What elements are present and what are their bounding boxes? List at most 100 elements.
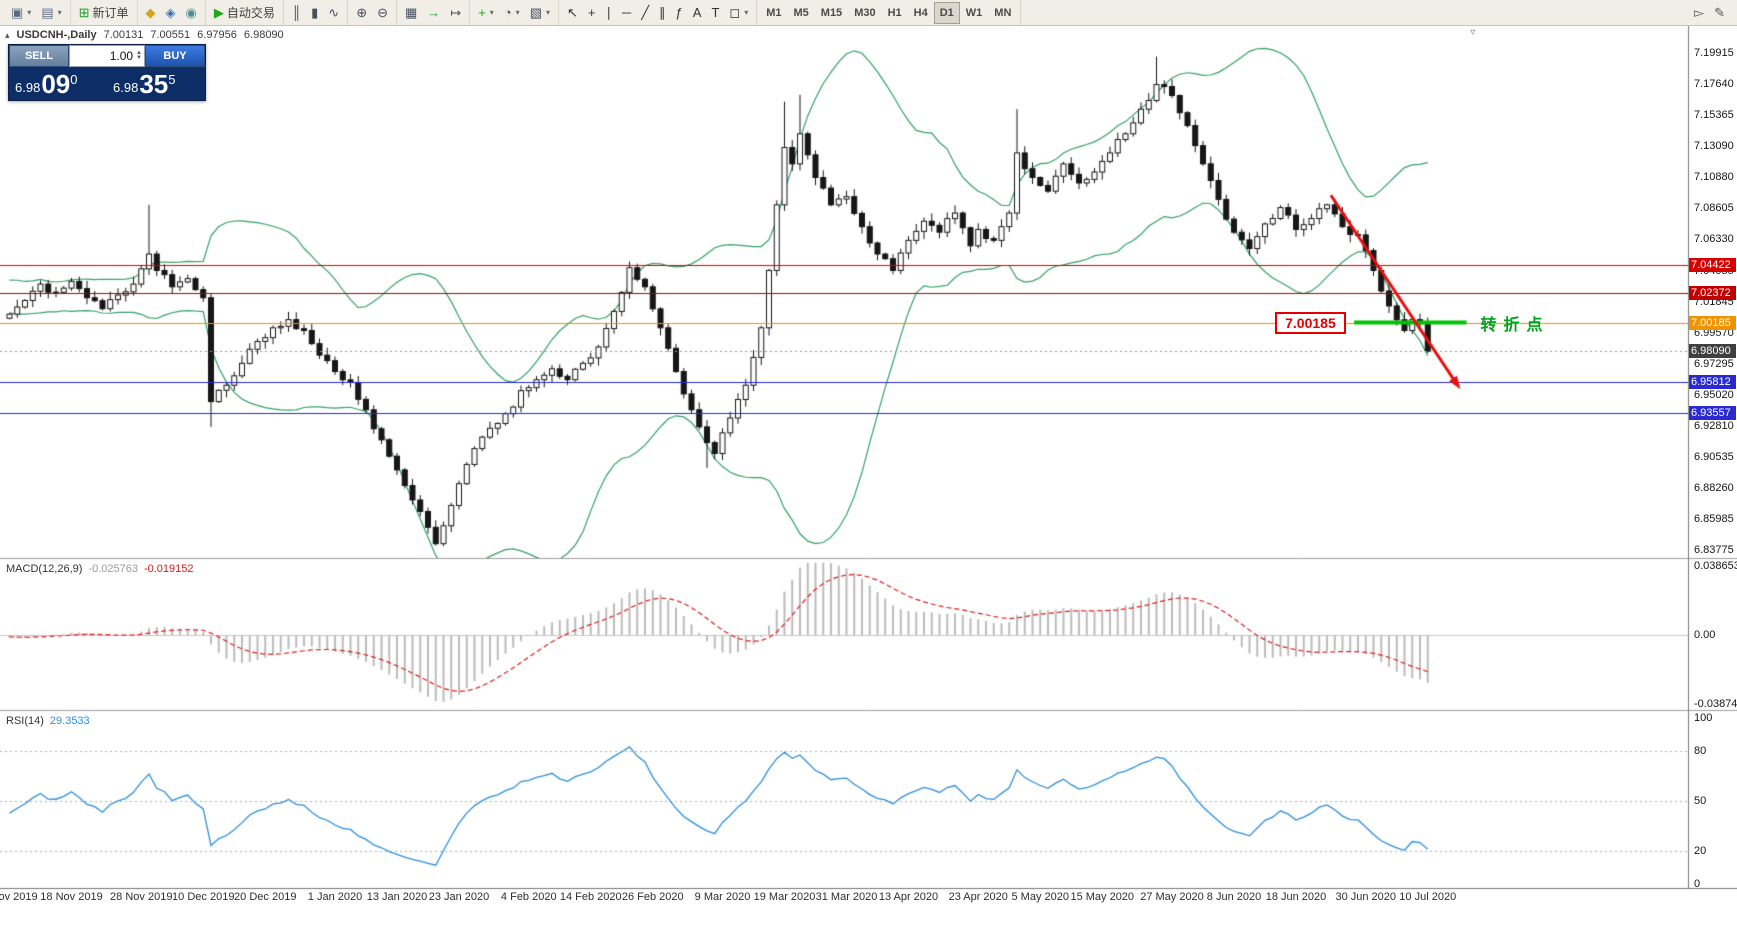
new-chart-button-caret-icon[interactable]: ▾: [27, 8, 32, 17]
symbol-marker-icon: ▴: [5, 29, 10, 40]
date-label: 28 Nov 2019: [110, 891, 173, 903]
price-badge: 7.00185: [1689, 315, 1736, 330]
pointer-button[interactable]: ▻: [1689, 2, 1709, 24]
indicators-button-caret-icon[interactable]: ▾: [489, 8, 494, 17]
vertical-line-tool-button[interactable]: ∣: [601, 2, 618, 24]
line-chart-button[interactable]: ∿: [323, 2, 344, 24]
crosshair-tool-button[interactable]: +: [583, 2, 601, 24]
timeframe-w1[interactable]: W1: [960, 2, 989, 24]
sell-button[interactable]: SELL: [9, 45, 69, 67]
text-tool-button-icon: A: [692, 5, 702, 20]
price-tick: 6.95020: [1694, 388, 1734, 401]
rsi-name: RSI(14): [6, 715, 44, 727]
periods-button[interactable]: ◔ ▾: [499, 2, 525, 24]
vertical-line-tool-button-icon: ∣: [605, 5, 613, 20]
toolbar-group-arrange: ▦ → ↦: [397, 0, 471, 25]
horizontal-line-tool-button[interactable]: ─: [617, 2, 636, 24]
timeframe-m30[interactable]: M30: [848, 2, 881, 24]
buy-button[interactable]: BUY: [145, 45, 205, 67]
bar-chart-button[interactable]: ║: [287, 2, 306, 24]
bar-low-value: 6.97956: [197, 29, 237, 41]
date-label: 4 Feb 2020: [500, 891, 557, 903]
timeframe-h1[interactable]: H1: [882, 2, 908, 24]
shapes-tool-button-icon: ◻: [729, 5, 741, 20]
date-label: 8 Jun 2020: [1206, 891, 1262, 903]
timeframe-d1[interactable]: D1: [933, 1, 960, 24]
zoom-in-button[interactable]: ⊕: [351, 2, 372, 24]
cursor-tool-button[interactable]: ↖: [562, 2, 583, 24]
timeframe-m5-label: M5: [793, 6, 809, 19]
text-tool-button[interactable]: A: [688, 2, 707, 24]
periods-button-icon: ◔: [503, 5, 512, 20]
macd-name: MACD(12,26,9): [6, 563, 83, 575]
timeframe-h4[interactable]: H4: [908, 2, 934, 24]
bar-chart-button-icon: ║: [291, 5, 302, 20]
chart-shift-marker[interactable]: ▿: [1470, 27, 1476, 38]
sell-price[interactable]: 6.98 09 0: [9, 67, 107, 100]
cursor-tool-button-icon: ↖: [567, 5, 578, 20]
metaeditor-button-icon: ◆: [145, 5, 156, 20]
new-chart-button[interactable]: ▣ ▾: [6, 2, 36, 24]
timeframe-mn-label: MN: [994, 6, 1012, 19]
bar-close-value: 6.98090: [243, 29, 284, 41]
label-tool-button[interactable]: T: [706, 2, 724, 24]
turning-point-label[interactable]: 转折点: [1480, 316, 1550, 334]
indicators-button[interactable]: + ▾: [473, 2, 499, 24]
date-label: 30 Jun 2020: [1335, 891, 1397, 903]
date-label: 23 Apr 2020: [948, 891, 1008, 903]
new-order-button-icon: ⊞: [78, 5, 90, 20]
volume-spinner[interactable]: ▲ ▼: [136, 50, 142, 61]
fibonacci-tool-button-icon: ƒ: [675, 5, 683, 20]
price-annotation-label[interactable]: 7.00185: [1275, 311, 1346, 334]
pencil-button[interactable]: ✎: [1709, 2, 1730, 24]
buy-price[interactable]: 6.98 35 5: [107, 67, 205, 100]
timeframe-mn[interactable]: MN: [988, 2, 1017, 24]
fibonacci-tool-button[interactable]: ƒ: [671, 2, 688, 24]
symbol-name: USDCNH-,Daily: [16, 29, 97, 41]
shapes-tool-button-caret-icon[interactable]: ▾: [744, 8, 749, 17]
timeframe-m5[interactable]: M5: [788, 2, 815, 24]
zoom-out-button[interactable]: ⊖: [372, 2, 393, 24]
timeframe-m1[interactable]: M1: [760, 2, 787, 24]
new-order-button-label: 新订单: [92, 6, 129, 20]
market-watch-button[interactable]: ◈: [161, 2, 181, 24]
date-label: 18 Nov 2019: [40, 891, 103, 903]
toolbar-group-insert: + ▾ ◔ ▾ ▧ ▾: [470, 0, 559, 25]
rsi-scale-label: 50: [1694, 795, 1707, 807]
price-scale[interactable]: 7.19915 7.17640 7.15365 7.13090 7.10880 7.086…: [1688, 25, 1737, 890]
new-order-button[interactable]: ⊞ 新订单: [74, 2, 134, 24]
templates-button[interactable]: ▧ ▾: [525, 2, 555, 24]
timeframe-h4-label: H4: [913, 6, 928, 19]
auto-scroll-button[interactable]: →: [422, 2, 445, 24]
sell-price-small: 6.98: [15, 80, 41, 95]
trendline-tool-button[interactable]: ╱: [636, 2, 654, 24]
autotrading-button[interactable]: ▶ 自动交易: [209, 2, 280, 24]
date-label: 31 Mar 2020: [815, 891, 878, 903]
strategy-tester-button[interactable]: ◉: [181, 2, 202, 24]
candlestick-chart-button[interactable]: ▮: [306, 2, 323, 24]
date-label: 26 Feb 2020: [621, 891, 684, 903]
volume-input[interactable]: 1.00 ▲ ▼: [69, 45, 145, 67]
date-label: 13 Apr 2020: [878, 891, 939, 903]
periods-button-caret-icon[interactable]: ▾: [515, 8, 520, 17]
zoom-out-button-icon: ⊖: [377, 5, 388, 20]
chart-shift-button[interactable]: ↦: [445, 2, 466, 24]
date-label: 10 Jul 2020: [1399, 891, 1457, 903]
profiles-button-caret-icon[interactable]: ▾: [57, 8, 62, 17]
price-tick: 6.83775: [1694, 544, 1734, 557]
price-tick: 6.92810: [1694, 419, 1734, 432]
tile-windows-button[interactable]: ▦: [400, 2, 422, 24]
timeframe-m15[interactable]: M15: [815, 2, 848, 24]
toolbar-group-zoom: ⊕ ⊖: [348, 0, 397, 25]
shapes-tool-button[interactable]: ◻ ▾: [724, 2, 753, 24]
metaeditor-button[interactable]: ◆: [141, 2, 161, 24]
channel-tool-button[interactable]: ∥: [654, 2, 671, 24]
rsi-scale-label: 0: [1694, 878, 1701, 890]
templates-button-caret-icon[interactable]: ▾: [545, 8, 550, 17]
price-tick: 6.99570: [1694, 326, 1734, 339]
price-badge: 7.04422: [1689, 257, 1736, 272]
profiles-button[interactable]: ▤ ▾: [36, 2, 66, 24]
toolbar-group-tools: ↖ + ∣ ─ ╱ ∥ ƒ A T ◻ ▾: [559, 0, 758, 25]
